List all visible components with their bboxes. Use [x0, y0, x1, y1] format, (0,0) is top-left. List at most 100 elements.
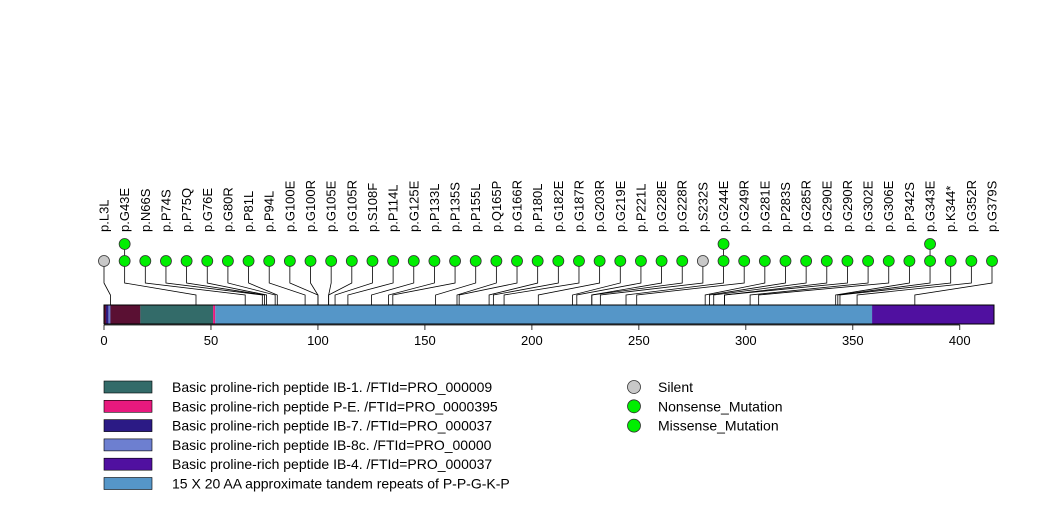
domain-legend-label: 15 X 20 AA approximate tandem repeats of…: [172, 476, 510, 492]
mutation-label: p.Q165P: [489, 181, 504, 232]
connector-line: [749, 261, 869, 305]
axis-tick-label: 400: [949, 333, 971, 348]
connector-line: [713, 261, 807, 305]
mutation-point[interactable]: [820, 255, 833, 267]
mutation-point[interactable]: [779, 255, 792, 267]
mutation-point-stacked[interactable]: [924, 238, 936, 250]
mutation-point[interactable]: [387, 255, 400, 267]
mutation-point[interactable]: [118, 255, 131, 267]
mutation-point[interactable]: [696, 255, 709, 267]
mutation-point[interactable]: [593, 255, 606, 267]
mutation-point[interactable]: [304, 255, 317, 267]
mutation-point[interactable]: [614, 255, 627, 267]
mutation-point[interactable]: [882, 255, 895, 267]
mutation-point[interactable]: [98, 255, 110, 267]
mutation-point[interactable]: [222, 255, 234, 267]
mutation-type-swatch: [627, 418, 641, 433]
connector-line: [289, 261, 319, 305]
mutation-point[interactable]: [676, 255, 689, 267]
connector-line: [724, 261, 828, 305]
mutation-point[interactable]: [428, 255, 441, 267]
mutation-point[interactable]: [201, 255, 214, 267]
mutation-label: p.G290E: [819, 180, 834, 232]
mutation-point[interactable]: [366, 255, 379, 267]
connector-line: [458, 261, 518, 305]
mutation-point[interactable]: [552, 255, 565, 267]
connector-line: [124, 261, 197, 305]
protein-outline: [103, 304, 995, 325]
mutation-point[interactable]: [490, 255, 503, 267]
protein-bar: [103, 304, 995, 325]
domain-legend-swatch: [103, 438, 153, 452]
mutation-point[interactable]: [965, 255, 978, 267]
mutation-point[interactable]: [944, 255, 957, 267]
connector-line: [227, 261, 276, 305]
mutation-point[interactable]: [531, 255, 544, 267]
mutation-point[interactable]: [738, 255, 751, 267]
mutation-point[interactable]: [449, 255, 461, 267]
mutation-type-swatch: [627, 399, 641, 414]
mutation-points: [98, 238, 998, 267]
mutation-label: p.G105R: [344, 180, 359, 232]
mutation-point[interactable]: [841, 255, 854, 267]
mutation-point[interactable]: [242, 255, 255, 267]
mutation-point[interactable]: [655, 255, 668, 267]
mutation-point[interactable]: [862, 255, 874, 267]
connector-line: [704, 261, 766, 305]
connector-line: [371, 261, 415, 305]
mutation-label: p.G203R: [592, 180, 607, 232]
mutation-label: p.G352R: [964, 180, 979, 232]
mutation-point[interactable]: [903, 255, 916, 267]
connector-line: [537, 261, 601, 305]
mutation-point[interactable]: [511, 255, 523, 267]
mutation-point[interactable]: [325, 255, 338, 267]
mutation-label: p.G281E: [757, 180, 772, 232]
mutation-label: p.G76E: [200, 188, 215, 232]
mutation-point[interactable]: [180, 255, 193, 267]
mutation-label: p.G302E: [861, 180, 876, 232]
domain-rect-0: [140, 305, 214, 324]
connector-line: [334, 261, 373, 305]
mutation-point[interactable]: [635, 255, 647, 267]
domain-legend-swatch: [103, 477, 153, 490]
connector-line: [856, 261, 972, 305]
connector-line: [709, 261, 786, 305]
mutation-labels: p.L3L p.G43E p.N66S p.P74S p.P75Q p.G76E p.G80…: [97, 180, 1000, 232]
domain-rect-4: [872, 305, 994, 324]
mutation-label: p.P81L: [241, 191, 256, 232]
mutation-point[interactable]: [758, 255, 771, 267]
mutation-point[interactable]: [139, 255, 152, 267]
mutation-point[interactable]: [469, 255, 482, 267]
mutation-point-stacked[interactable]: [118, 238, 131, 250]
mutation-label: p.G105E: [324, 180, 339, 232]
mutation-point-stacked[interactable]: [717, 238, 730, 250]
connector-line: [347, 261, 394, 305]
mutation-point[interactable]: [407, 255, 420, 267]
mutation-label: p.P94L: [262, 191, 277, 232]
mutation-label: p.G343E: [923, 180, 938, 232]
mutation-label: p.P74S: [158, 189, 173, 232]
mutation-label: p.G379S: [985, 180, 1000, 232]
mutation-point[interactable]: [283, 255, 296, 267]
mutation-point[interactable]: [573, 255, 585, 267]
mutation-label: p.G100R: [303, 180, 318, 232]
connector-line: [310, 261, 319, 305]
mutation-point[interactable]: [160, 255, 172, 267]
connector-line: [268, 261, 306, 305]
mutation-point[interactable]: [800, 255, 813, 267]
mutation-point[interactable]: [345, 255, 358, 267]
connector-lines: [103, 244, 993, 305]
mutation-label: p.P180L: [530, 184, 545, 232]
mutation-label: p.P283S: [778, 182, 793, 232]
mutation-label: p.S108F: [365, 183, 380, 232]
mutation-point[interactable]: [924, 255, 936, 267]
mutation-point[interactable]: [986, 255, 998, 267]
domain-legend-swatch: [103, 380, 153, 394]
mutation-point[interactable]: [263, 255, 276, 267]
axis-tick-label: 150: [414, 333, 436, 348]
mutation-label: p.G219E: [613, 180, 628, 232]
mutation-point[interactable]: [717, 255, 730, 267]
mutation-type-label: Silent: [658, 379, 693, 395]
domain-rect-2: [106, 305, 109, 324]
